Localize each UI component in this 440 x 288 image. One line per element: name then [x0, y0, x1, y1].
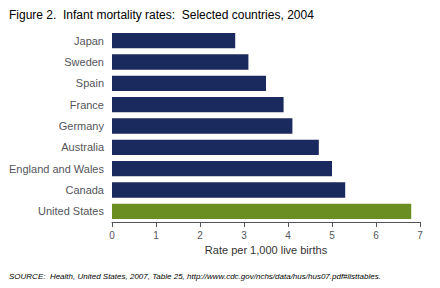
svg-text:England and Wales: England and Wales [9, 163, 104, 175]
svg-text:Australia: Australia [61, 141, 105, 153]
svg-text:Rate per 1,000 live births: Rate per 1,000 live births [205, 244, 328, 256]
svg-text:Germany: Germany [59, 120, 105, 132]
svg-text:4: 4 [285, 230, 291, 241]
svg-text:Figure 2. Infant mortality ra: Figure 2. Infant mortality rates: Select… [9, 8, 314, 22]
svg-text:5: 5 [329, 230, 335, 241]
svg-text:7: 7 [417, 230, 423, 241]
svg-text:Spain: Spain [76, 77, 104, 89]
svg-text:6: 6 [373, 230, 379, 241]
svg-text:Japan: Japan [74, 35, 104, 47]
svg-text:France: France [70, 99, 104, 111]
svg-text:0: 0 [109, 230, 115, 241]
svg-text:Sweden: Sweden [64, 56, 104, 68]
svg-text:1: 1 [153, 230, 159, 241]
svg-text:United States: United States [38, 205, 105, 217]
svg-text:3: 3 [241, 230, 247, 241]
svg-text:2: 2 [197, 230, 203, 241]
svg-text:Canada: Canada [65, 184, 104, 196]
svg-text:SOURCE: Health, United States: SOURCE: Health, United States, 2007, Tab… [9, 272, 381, 281]
